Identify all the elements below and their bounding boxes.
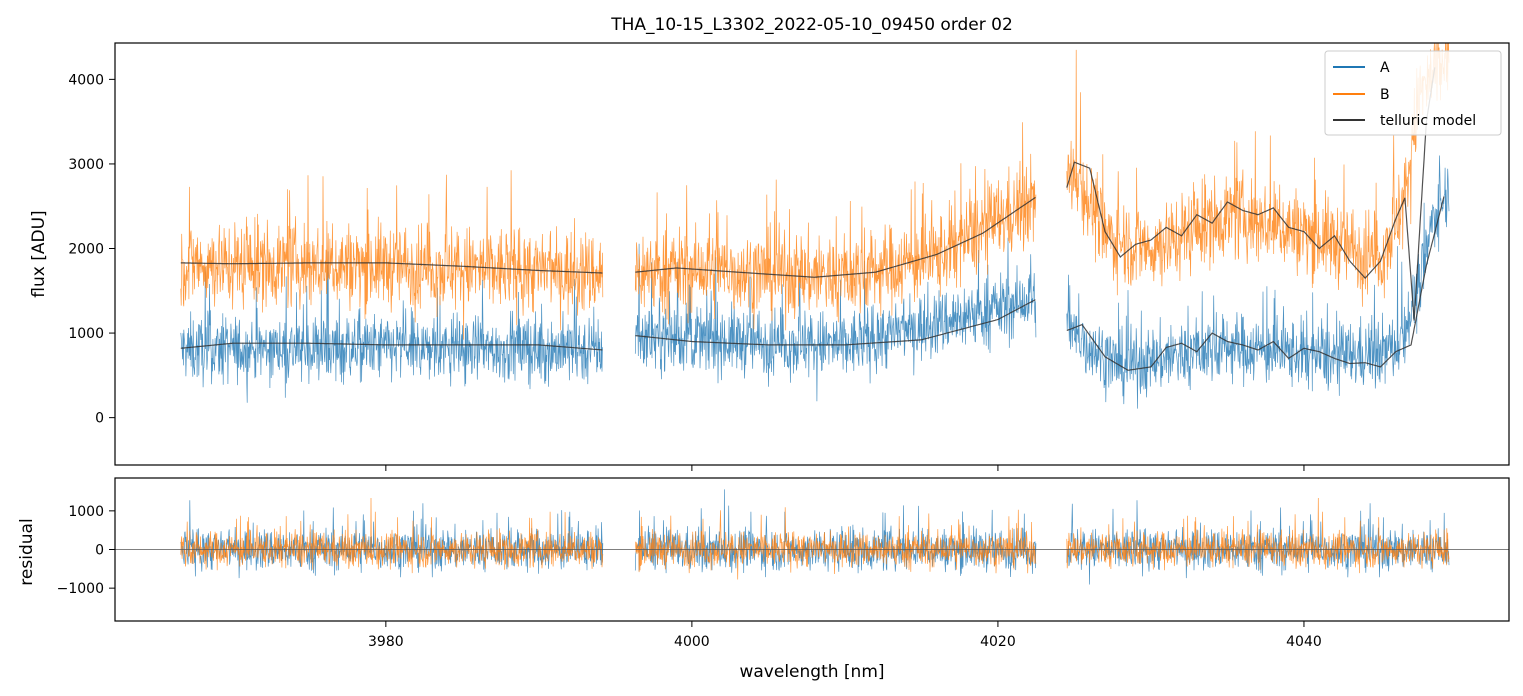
top-y-tick-label-0: 0 xyxy=(95,411,104,427)
bottom-y-axis-label: residual xyxy=(17,518,37,585)
bottom-y-tick-label-2: 1000 xyxy=(68,504,104,520)
top-y-tick-label-3000: 3000 xyxy=(68,157,104,173)
top-y-tick-label-1000: 1000 xyxy=(68,326,104,342)
bottom-panel: −1000 0 1000 3980 4000 4020 4040 residual wav… xyxy=(17,477,1510,682)
telluric-model-line-2 xyxy=(180,196,1445,371)
x-tick-label-3980: 3980 xyxy=(368,634,404,650)
bottom-data-layer xyxy=(115,489,1509,585)
series-a-spectrum xyxy=(180,155,1450,409)
bottom-y-tick-label-0: −1000 xyxy=(57,581,104,597)
top-y-tick-label-2000: 2000 xyxy=(68,242,104,258)
series-b-spectrum xyxy=(180,43,1450,340)
bottom-y-tick-label-1: 0 xyxy=(95,543,104,559)
top-x-ticks xyxy=(385,465,1305,471)
bottom-y-ticks: −1000 0 1000 xyxy=(57,504,115,597)
telluric-model-line-3 xyxy=(180,67,1436,321)
top-panel: 0 1000 2000 3000 4000 flux [ADU] A B telluri… xyxy=(29,42,1510,471)
legend-box xyxy=(1324,50,1502,136)
legend-label-telluric: telluric model xyxy=(1380,113,1476,129)
residual-b xyxy=(180,497,1450,580)
legend-label-b: B xyxy=(1380,87,1390,103)
top-axes-frame xyxy=(114,42,1510,466)
x-tick-label-4020: 4020 xyxy=(980,634,1016,650)
x-tick-label-4040: 4040 xyxy=(1286,634,1322,650)
legend: A B telluric model xyxy=(1324,50,1502,136)
legend-label-a: A xyxy=(1380,60,1390,76)
x-axis-label: wavelength [nm] xyxy=(739,662,884,682)
chart-title: THA_10-15_L3302_2022-05-10_09450 order 0… xyxy=(610,15,1013,35)
top-y-axis-label: flux [ADU] xyxy=(29,210,49,297)
top-data-layer xyxy=(180,43,1450,409)
top-y-ticks: 0 1000 2000 3000 4000 xyxy=(68,72,115,427)
top-y-tick-label-4000: 4000 xyxy=(68,72,104,88)
bottom-x-ticks: 3980 4000 4020 4040 xyxy=(368,621,1322,650)
x-tick-label-4000: 4000 xyxy=(674,634,710,650)
